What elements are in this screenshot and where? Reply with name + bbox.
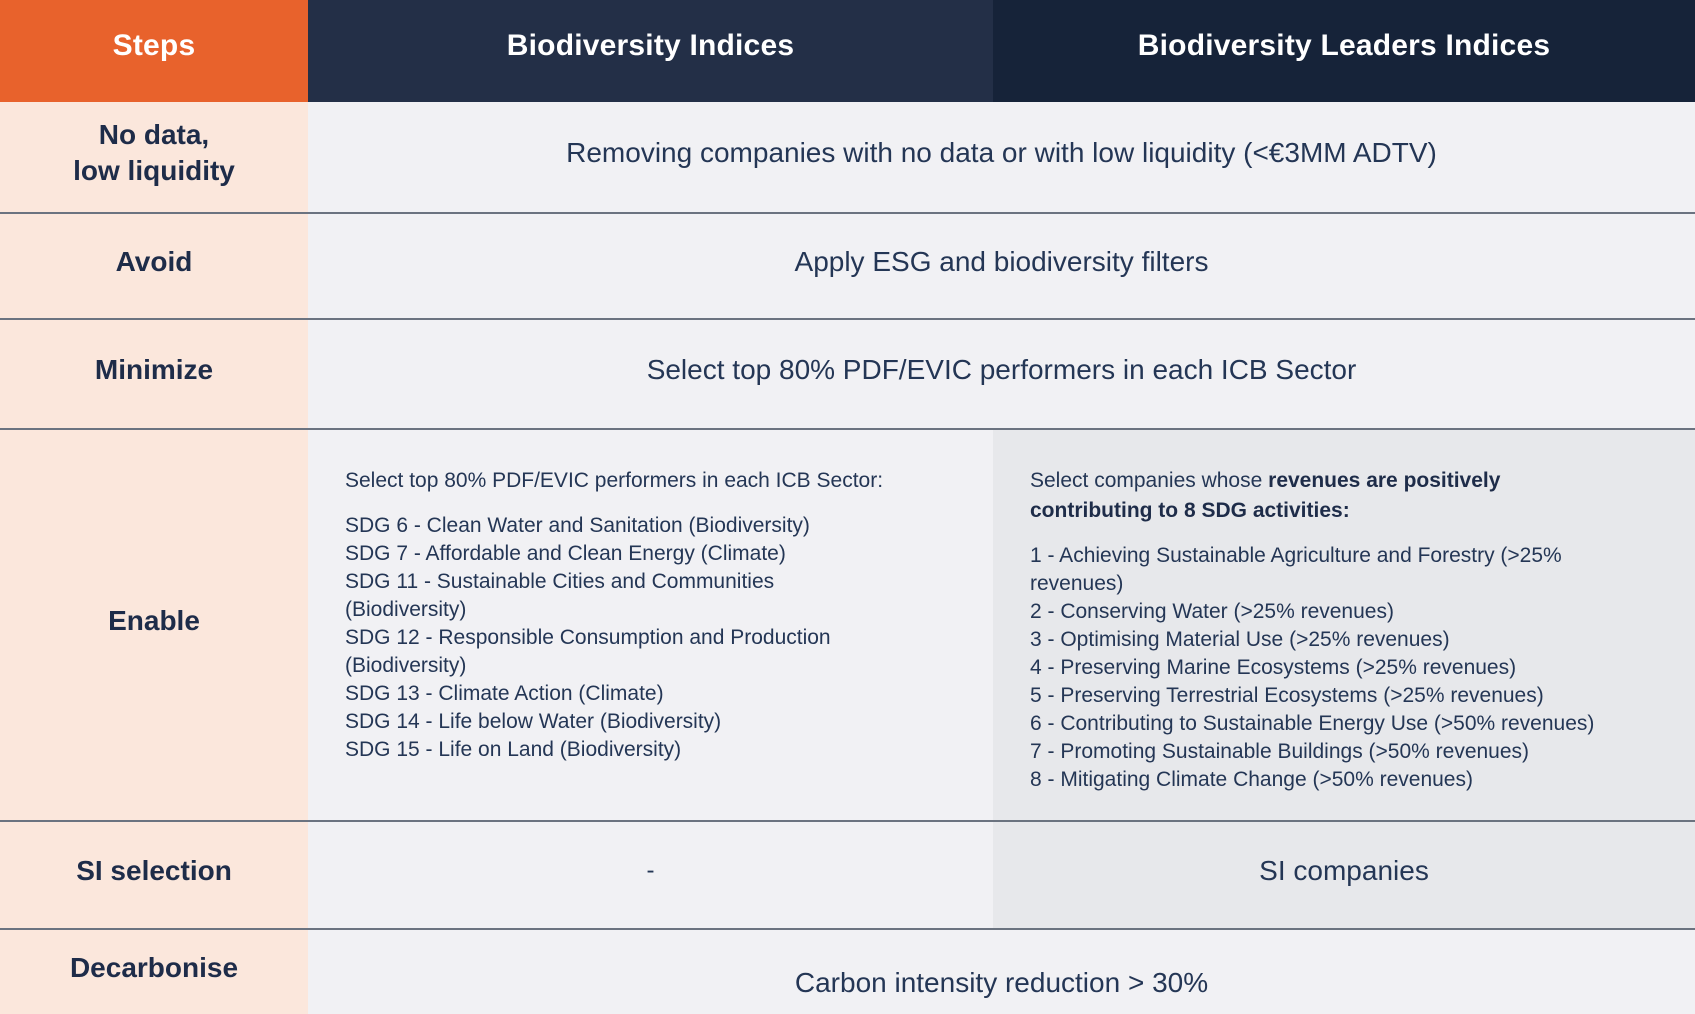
- row-si-selection: SI selection - SI companies: [0, 820, 1695, 928]
- row-minimize: Minimize Select top 80% PDF/EVIC perform…: [0, 318, 1695, 428]
- row-label-avoid: Avoid: [0, 214, 308, 318]
- enable-biodiversity-sdg-list: SDG 6 - Clean Water and Sanitation (Biod…: [345, 514, 831, 761]
- cell-si-selection-leaders: SI companies: [993, 822, 1695, 928]
- row-avoid: Avoid Apply ESG and biodiversity filters: [0, 212, 1695, 318]
- row-label-no-data: No data, low liquidity: [0, 102, 308, 212]
- header-biodiversity-indices: Biodiversity Indices: [308, 0, 993, 102]
- row-no-data: No data, low liquidity Removing companie…: [0, 102, 1695, 212]
- header-row: Steps Biodiversity Indices Biodiversity …: [0, 0, 1695, 102]
- enable-leaders-intro-normal: Select companies whose: [1030, 469, 1269, 492]
- cell-si-selection-biodiversity: -: [308, 822, 993, 928]
- enable-leaders-activity-list: 1 - Achieving Sustainable Agriculture an…: [1030, 544, 1595, 791]
- cell-no-data-content: Removing companies with no data or with …: [308, 102, 1695, 212]
- enable-biodiversity-intro: Select top 80% PDF/EVIC performers in ea…: [345, 469, 884, 492]
- cell-enable-leaders: Select companies whose revenues are posi…: [993, 430, 1695, 820]
- enable-leaders-intro: Select companies whose revenues are posi…: [1030, 466, 1667, 526]
- enable-leaders-intro-bold: revenues are positively contributing to …: [1030, 469, 1501, 522]
- row-label-decarbonise: Decarbonise: [0, 930, 308, 1014]
- header-biodiversity-leaders-indices: Biodiversity Leaders Indices: [993, 0, 1695, 102]
- cell-enable-biodiversity: Select top 80% PDF/EVIC performers in ea…: [308, 430, 993, 820]
- cell-avoid-content: Apply ESG and biodiversity filters: [308, 214, 1695, 318]
- row-enable: Enable Select top 80% PDF/EVIC performer…: [0, 428, 1695, 820]
- row-label-minimize: Minimize: [0, 320, 308, 428]
- cell-minimize-content: Select top 80% PDF/EVIC performers in ea…: [308, 320, 1695, 428]
- row-label-si-selection: SI selection: [0, 822, 308, 928]
- header-steps: Steps: [0, 0, 308, 102]
- row-label-enable: Enable: [0, 430, 308, 820]
- row-decarbonise: Decarbonise Carbon intensity reduction >…: [0, 928, 1695, 1014]
- cell-decarbonise-content: Carbon intensity reduction > 30%: [308, 930, 1695, 1014]
